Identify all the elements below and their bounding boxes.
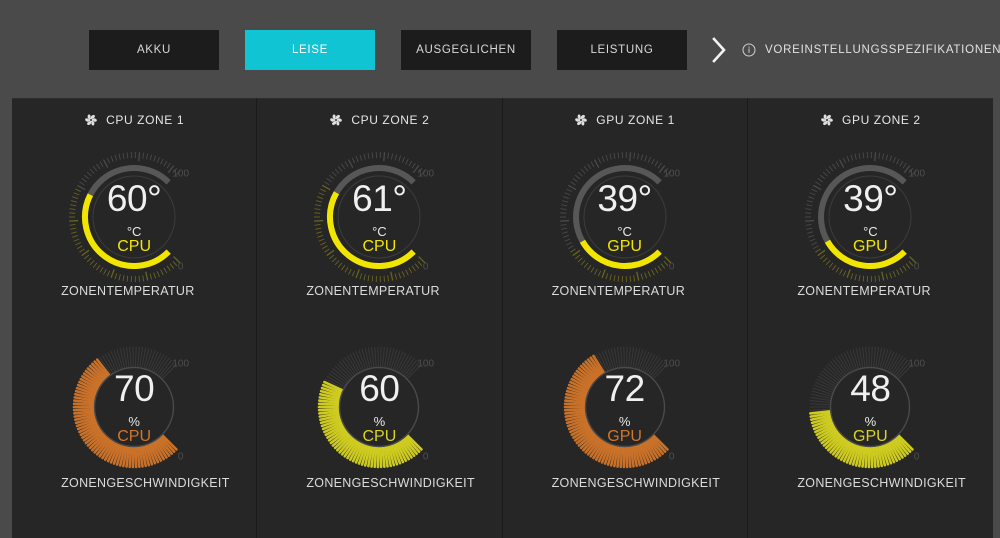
fan-icon	[820, 113, 834, 127]
preset-spec-label: VOREINSTELLUNGSSPEZIFIKATIONEN	[765, 44, 1000, 56]
preset-leise[interactable]: LEISE	[245, 30, 375, 70]
gauge-unit: °C	[863, 223, 878, 239]
svg-text:0: 0	[914, 452, 920, 463]
gauge-readout: 70% CPU	[64, 337, 204, 477]
preset-leistung[interactable]: LEISTUNG	[557, 30, 687, 70]
gauge-source-label: CPU	[362, 427, 397, 445]
gauge-unit: %	[128, 413, 140, 429]
top-header: AKKU LEISE AUSGEGLICHEN LEISTUNG VOREINSTELL…	[0, 0, 1000, 98]
svg-text:0: 0	[669, 452, 675, 463]
gauge-value: 48	[850, 367, 891, 409]
gauge-caption: ZONENGESCHWINDIGKEIT	[61, 476, 230, 490]
gauge-caption: ZONENGESCHWINDIGKEIT	[551, 476, 721, 490]
gauge-value: 39°	[843, 177, 898, 219]
preset-ausgeglichen[interactable]: AUSGEGLICHEN	[401, 30, 531, 70]
gauge-readout: 60° °C CPU	[64, 147, 204, 287]
svg-text:100: 100	[909, 168, 926, 179]
gauge-unit: °C	[126, 223, 142, 239]
gauge-unit: °C	[372, 223, 387, 239]
gauge-source-label: GPU	[853, 237, 888, 255]
temperature-gauge: 0 100 39° °C GPU	[555, 147, 695, 287]
preset-button-bar: AKKU LEISE AUSGEGLICHEN LEISTUNG VOREINSTELL…	[89, 30, 1000, 70]
fan-speed-gauge-block: 0 100 72% GPU ZONENGESCHWINDIGKEIT	[503, 337, 747, 494]
temperature-gauge-block: 0 100 39° °C GPU ZONENTEMPERATUR	[748, 147, 993, 302]
zone-title: GPU ZONE 1	[596, 113, 675, 127]
zone-panel-3: GPU ZONE 1 0 100 39° °C GPU ZONENTEMPERATUR 0 10…	[502, 98, 748, 538]
svg-text:100: 100	[663, 168, 680, 179]
zone-title: CPU ZONE 2	[351, 113, 430, 127]
svg-text:100: 100	[172, 358, 189, 369]
temperature-gauge-block: 0 100 60° °C CPU ZONENTEMPERATUR	[12, 147, 256, 302]
zone-panel-4: GPU ZONE 2 0 100 39° °C GPU ZONENTEMPERATUR 0 10…	[747, 98, 993, 538]
zone-panel-2: CPU ZONE 2 0 100 61° °C CPU ZONENTEMPERATUR 0 10…	[257, 98, 503, 538]
gauge-source-label: CPU	[362, 237, 397, 255]
info-circle-icon	[742, 43, 756, 57]
svg-text:100: 100	[663, 358, 680, 369]
gauge-value: 61°	[352, 177, 407, 219]
preset-akku[interactable]: AKKU	[89, 30, 219, 70]
zone-title: GPU ZONE 2	[842, 113, 921, 127]
gauge-caption: ZONENGESCHWINDIGKEIT	[797, 476, 966, 490]
zone-header: GPU ZONE 2	[748, 113, 993, 127]
gauge-value: 60	[359, 367, 400, 409]
gauge-unit: °C	[617, 223, 632, 239]
gauge-readout: 39° °C GPU	[555, 147, 695, 287]
svg-text:0: 0	[423, 452, 429, 463]
gauge-source-label: GPU	[607, 427, 642, 445]
chevron-right-icon	[711, 37, 728, 63]
zone-panel-container: CPU ZONE 1 0 100 60° °C CPU ZONENTEMPERATUR 0 10…	[12, 98, 993, 538]
gauge-readout: 72% GPU	[555, 337, 695, 477]
gauge-caption: ZONENTEMPERATUR	[306, 284, 440, 298]
svg-text:100: 100	[418, 358, 435, 369]
gauge-value: 39°	[597, 177, 652, 219]
fan-speed-gauge: 0 100 72% GPU	[555, 337, 695, 477]
zone-header: CPU ZONE 1	[12, 113, 256, 127]
gauge-caption: ZONENTEMPERATUR	[797, 284, 931, 298]
gauge-unit: %	[864, 413, 877, 429]
zone-title: CPU ZONE 1	[106, 113, 185, 127]
temperature-gauge-block: 0 100 39° °C GPU ZONENTEMPERATUR	[503, 147, 747, 302]
svg-text:0: 0	[178, 452, 184, 463]
fan-icon	[84, 113, 98, 127]
preset-spec-link[interactable]: VOREINSTELLUNGSSPEZIFIKATIONEN	[742, 43, 1000, 57]
gauge-readout: 39° °C GPU	[800, 147, 940, 287]
fan-speed-gauge-block: 0 100 60% CPU ZONENGESCHWINDIGKEIT	[257, 337, 501, 494]
zone-header: CPU ZONE 2	[257, 113, 501, 127]
gauge-unit: %	[373, 413, 386, 429]
gauge-readout: 60% CPU	[309, 337, 449, 477]
fan-speed-gauge: 0 100 70% CPU	[64, 337, 204, 477]
gauge-source-label: CPU	[117, 237, 152, 255]
gauge-caption: ZONENTEMPERATUR	[551, 284, 686, 298]
temperature-gauge-block: 0 100 61° °C CPU ZONENTEMPERATUR	[257, 147, 501, 302]
fan-icon	[574, 113, 588, 127]
svg-text:100: 100	[909, 358, 926, 369]
temperature-gauge: 0 100 61° °C CPU	[309, 147, 449, 287]
svg-text:100: 100	[418, 168, 435, 179]
fan-speed-gauge-block: 0 100 48% GPU ZONENGESCHWINDIGKEIT	[748, 337, 993, 494]
svg-text:0: 0	[669, 262, 675, 273]
svg-text:0: 0	[423, 262, 429, 273]
svg-text:100: 100	[172, 168, 189, 179]
gauge-value: 70	[114, 367, 155, 409]
fan-speed-gauge: 0 100 60% CPU	[309, 337, 449, 477]
temperature-gauge: 0 100 60° °C CPU	[64, 147, 204, 287]
gauge-value: 60°	[106, 177, 162, 219]
gauge-unit: %	[618, 413, 631, 429]
gauge-source-label: GPU	[853, 427, 888, 445]
fan-speed-gauge: 0 100 48% GPU	[800, 337, 940, 477]
gauge-caption: ZONENTEMPERATUR	[61, 284, 195, 298]
zone-panel-1: CPU ZONE 1 0 100 60° °C CPU ZONENTEMPERATUR 0 10…	[12, 98, 258, 538]
gauge-value: 72	[604, 367, 646, 409]
fan-speed-gauge-block: 0 100 70% CPU ZONENGESCHWINDIGKEIT	[12, 337, 256, 494]
gauge-source-label: GPU	[607, 237, 642, 255]
zone-header: GPU ZONE 1	[503, 113, 747, 127]
gauge-source-label: CPU	[117, 427, 152, 445]
gauge-readout: 48% GPU	[800, 337, 940, 477]
fan-icon	[329, 113, 343, 127]
gauge-readout: 61° °C CPU	[309, 147, 449, 287]
temperature-gauge: 0 100 39° °C GPU	[800, 147, 940, 287]
svg-text:0: 0	[178, 262, 184, 273]
gauge-caption: ZONENGESCHWINDIGKEIT	[306, 476, 475, 490]
svg-text:0: 0	[914, 262, 920, 273]
